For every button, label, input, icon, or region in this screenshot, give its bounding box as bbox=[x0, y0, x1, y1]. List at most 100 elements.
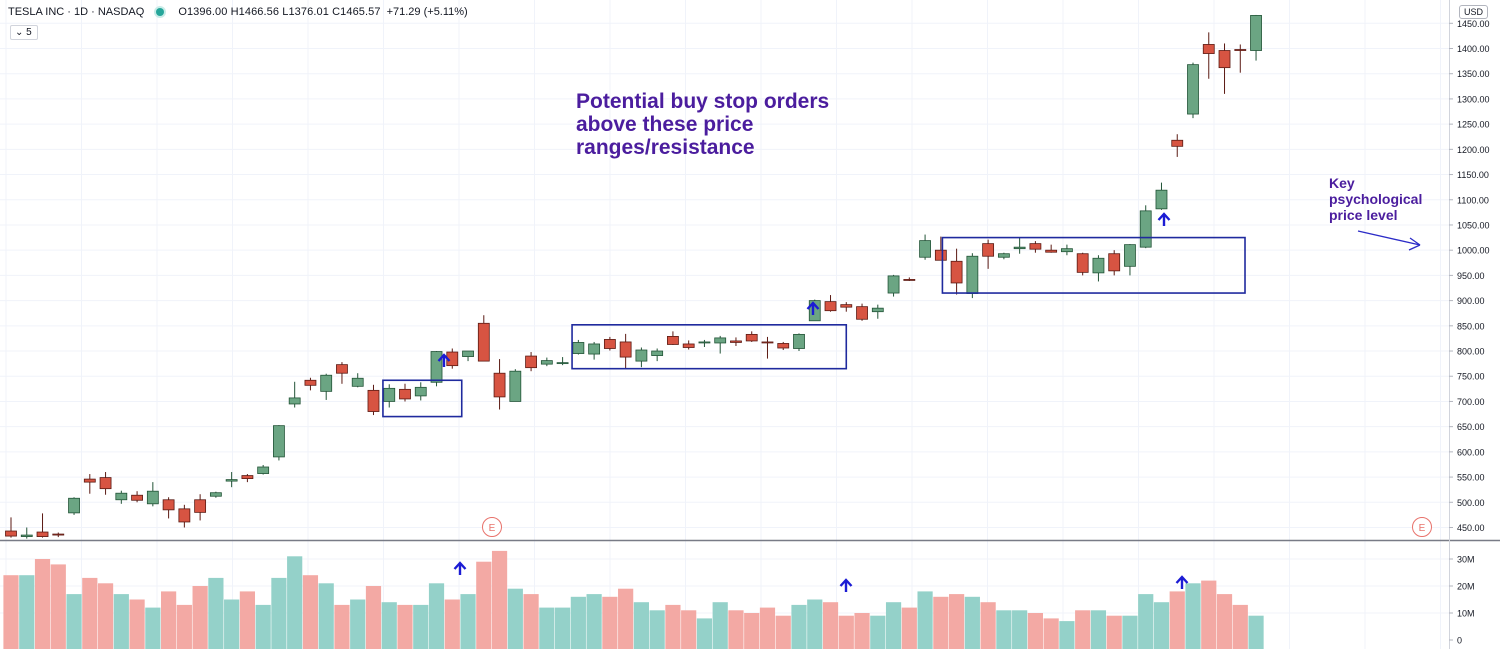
candle bbox=[919, 234, 931, 260]
volume-bar bbox=[428, 583, 445, 649]
volume-bar bbox=[665, 604, 681, 649]
candle-body bbox=[856, 306, 868, 320]
candle-body bbox=[556, 362, 569, 365]
volume-bar bbox=[192, 586, 208, 649]
volume-bar bbox=[1169, 591, 1185, 649]
candle bbox=[146, 482, 159, 507]
volume-bar bbox=[350, 599, 366, 649]
volume-bar bbox=[854, 613, 870, 649]
candle-body bbox=[761, 341, 774, 344]
candle bbox=[1124, 244, 1136, 276]
candle bbox=[793, 333, 805, 352]
price-tick-label: 700.00 bbox=[1457, 397, 1485, 407]
candle-body bbox=[1124, 244, 1136, 267]
candle-body bbox=[83, 478, 96, 483]
candle-body bbox=[194, 499, 207, 513]
chart-header: TESLA INC · 1D · NASDAQ O1396.00 H1466.5… bbox=[8, 6, 468, 18]
annotation-line: above these price bbox=[576, 113, 754, 136]
candle-body bbox=[1202, 44, 1215, 54]
candle-body bbox=[257, 466, 270, 474]
volume-bar bbox=[728, 610, 744, 649]
candle-body bbox=[730, 340, 742, 343]
arrow-head bbox=[806, 301, 820, 310]
annotation-line: psychological bbox=[1329, 191, 1423, 207]
candle bbox=[288, 381, 301, 408]
candle-body bbox=[714, 337, 727, 344]
volume-indicator-toggle[interactable]: ⌄ 5 bbox=[10, 25, 38, 40]
candle bbox=[619, 333, 632, 369]
candle-body bbox=[20, 534, 33, 537]
candle-body bbox=[950, 260, 963, 284]
candle bbox=[1202, 32, 1215, 79]
candle bbox=[1013, 237, 1026, 254]
candle-body bbox=[462, 350, 474, 357]
volume-bar bbox=[1185, 583, 1201, 649]
arrow-head bbox=[839, 578, 853, 587]
volume-bar bbox=[523, 594, 539, 649]
candle bbox=[462, 350, 474, 362]
candle-body bbox=[1187, 64, 1199, 115]
currency-label[interactable]: USD bbox=[1459, 5, 1489, 19]
candle bbox=[667, 331, 679, 345]
candle-body bbox=[99, 477, 112, 490]
earnings-label: E bbox=[1419, 523, 1426, 534]
price-tick-label: 850.00 bbox=[1457, 321, 1485, 331]
candle-body bbox=[1045, 249, 1058, 253]
range-box bbox=[382, 379, 463, 418]
buy-stop-arrow bbox=[1157, 212, 1171, 226]
volume-bar bbox=[208, 577, 224, 649]
candle bbox=[603, 336, 616, 351]
volume-bar bbox=[712, 602, 728, 649]
symbol-title[interactable]: TESLA INC · 1D · NASDAQ bbox=[8, 6, 145, 18]
arrow-head bbox=[453, 561, 467, 570]
volume-bar bbox=[791, 604, 807, 649]
candle bbox=[99, 472, 112, 495]
candle-body bbox=[635, 349, 648, 362]
candle bbox=[241, 474, 254, 483]
volume-tick-label: 20M bbox=[1457, 582, 1475, 592]
price-tick-label: 1000.00 bbox=[1457, 246, 1490, 256]
volume-bar bbox=[1090, 610, 1107, 649]
candle-body bbox=[1171, 139, 1184, 147]
candle-body bbox=[414, 386, 427, 397]
price-tick-label: 900.00 bbox=[1457, 296, 1485, 306]
price-tick-label: 500.00 bbox=[1457, 498, 1485, 508]
earnings-marker[interactable]: E bbox=[1412, 517, 1432, 537]
resistance-range-boxes bbox=[382, 236, 1246, 418]
candle-body bbox=[777, 343, 790, 349]
candle bbox=[367, 384, 380, 416]
candle bbox=[1171, 134, 1184, 157]
buy-stop-arrow bbox=[1175, 575, 1189, 589]
volume-bar bbox=[97, 583, 114, 649]
price-tick-label: 1100.00 bbox=[1457, 195, 1489, 205]
candle-body bbox=[52, 533, 65, 536]
volume-bar bbox=[933, 596, 949, 649]
volume-bar bbox=[901, 607, 917, 649]
candle bbox=[336, 362, 348, 384]
candle bbox=[934, 236, 947, 261]
volume-bar bbox=[3, 575, 19, 649]
volume-bar bbox=[176, 604, 192, 649]
volume-bar bbox=[271, 577, 287, 649]
candle bbox=[1045, 244, 1058, 253]
price-tick-label: 1150.00 bbox=[1457, 170, 1489, 180]
candle bbox=[635, 347, 648, 368]
candle bbox=[493, 359, 506, 410]
candle bbox=[556, 357, 569, 366]
volume-bar bbox=[649, 610, 665, 649]
candle-body bbox=[336, 364, 348, 374]
buy-stop-arrow bbox=[437, 353, 451, 367]
candle bbox=[68, 497, 80, 515]
volume-bar bbox=[1075, 610, 1091, 649]
volume-bar bbox=[759, 607, 776, 649]
candle-body bbox=[745, 333, 758, 342]
candle-body bbox=[572, 342, 585, 354]
volume-bar bbox=[681, 610, 697, 649]
earnings-marker[interactable]: E bbox=[482, 517, 502, 537]
volume-bar bbox=[996, 610, 1012, 649]
volume-bar bbox=[555, 607, 571, 649]
price-tick-label: 750.00 bbox=[1457, 372, 1485, 382]
volume-tick-label: 0 bbox=[1457, 636, 1462, 646]
candle-body bbox=[588, 343, 601, 355]
